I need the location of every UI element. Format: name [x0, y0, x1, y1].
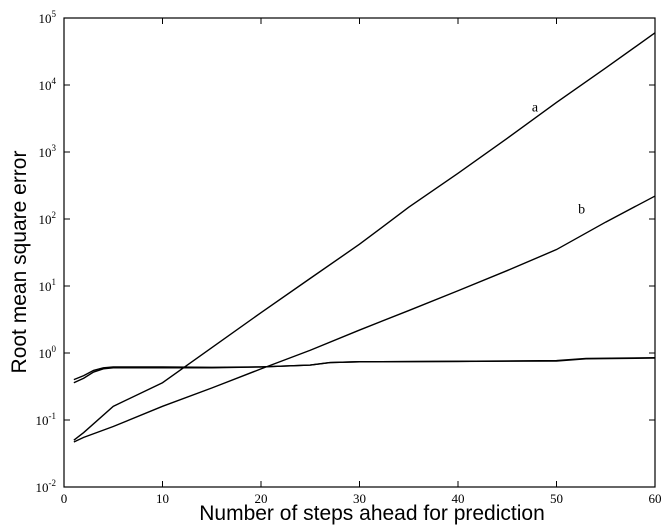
x-axis-title: Number of steps ahead for prediction	[199, 502, 545, 525]
x-tick-label: 60	[649, 491, 662, 506]
curve-label-b: b	[578, 203, 585, 218]
series-line-b	[73, 195, 656, 443]
y-tick-label: 10-2	[36, 478, 57, 495]
curve-label-a: a	[532, 101, 539, 116]
y-axis-title: Root mean square error	[8, 151, 31, 374]
y-tick-label: 100	[39, 344, 57, 361]
series-line-a	[73, 32, 656, 441]
y-tick-label: 101	[39, 277, 57, 294]
series-line-flat-3	[73, 357, 656, 381]
x-tick-label: 0	[61, 491, 68, 506]
plot-frame	[63, 17, 656, 488]
y-tick-label: 102	[39, 210, 57, 227]
x-tick-label: 10	[156, 491, 169, 506]
x-tick-label: 40	[452, 491, 465, 506]
y-tick-label: 10-1	[36, 411, 57, 428]
y-tick-label: 105	[39, 9, 57, 26]
y-tick-label: 104	[39, 76, 57, 93]
y-tick-label: 103	[39, 143, 57, 160]
x-tick-label: 30	[353, 491, 366, 506]
x-tick-label: 50	[550, 491, 563, 506]
x-tick-label: 20	[255, 491, 268, 506]
